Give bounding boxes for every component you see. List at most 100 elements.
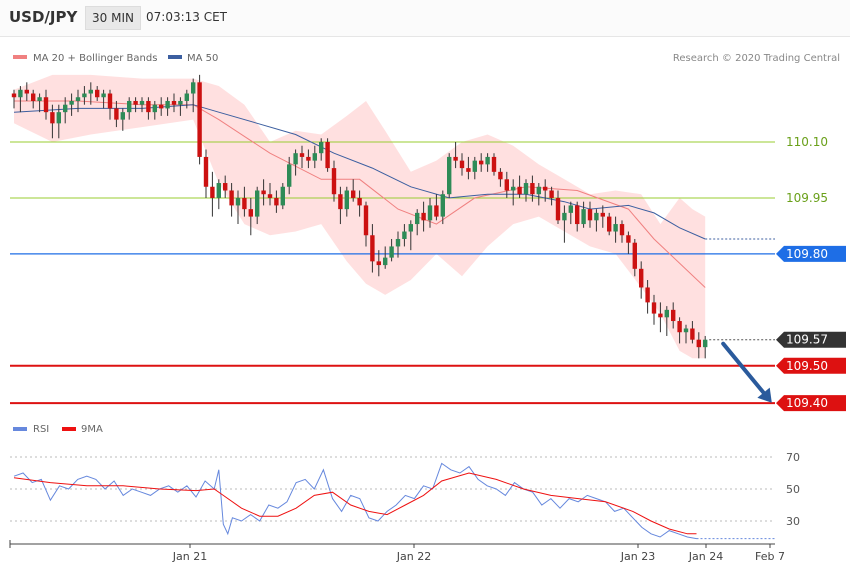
candle (325, 138, 330, 172)
candle-body (210, 186, 215, 198)
candle-body (248, 209, 253, 217)
candle (389, 238, 394, 262)
candle (600, 205, 605, 228)
candle (613, 216, 618, 243)
candle (594, 209, 599, 232)
candle-body (50, 112, 55, 124)
price-tag-label: 109.95 (786, 191, 828, 205)
candle (498, 168, 503, 187)
candle (383, 246, 388, 269)
candle (287, 156, 292, 195)
candle-body (101, 93, 106, 98)
candle-body (114, 108, 119, 120)
candle (504, 171, 509, 198)
candle-body (427, 205, 433, 221)
candle-body (677, 321, 682, 333)
candle-body (632, 242, 637, 269)
candle-body (504, 179, 509, 191)
x-tick-label: Feb 7 (755, 550, 785, 563)
candle-body (389, 246, 394, 258)
candle-body (299, 153, 305, 157)
candle-body (235, 197, 241, 206)
candle (37, 93, 42, 113)
candle (690, 321, 695, 344)
candle-body (587, 209, 593, 221)
candle (24, 82, 29, 101)
candle-body (203, 156, 209, 187)
candle-body (613, 224, 618, 232)
candle-body (338, 194, 343, 210)
candle (331, 160, 337, 202)
candle-body (383, 257, 388, 266)
candle-body (485, 156, 490, 165)
candle (319, 138, 324, 161)
candle (619, 220, 625, 243)
candle-body (408, 224, 413, 232)
candle (248, 197, 253, 236)
candle-body (581, 209, 586, 225)
candle (395, 231, 401, 258)
candle-body (255, 190, 260, 217)
candle-body (18, 89, 23, 98)
price-tag-109.95: 109.95 (786, 191, 828, 205)
candle (210, 171, 215, 217)
rsi-ma-line (13, 472, 697, 535)
candle-body (63, 104, 68, 113)
candle (184, 89, 189, 109)
price-tag-label: 109.50 (786, 359, 828, 373)
candle (536, 183, 541, 206)
candle (171, 93, 177, 113)
candle (677, 317, 682, 344)
candle-body (242, 197, 247, 210)
candle-body (440, 194, 445, 217)
candle (491, 153, 497, 176)
candle-body (543, 186, 548, 191)
candle (543, 179, 548, 202)
candle-body (351, 190, 356, 198)
candle-body (139, 100, 145, 105)
x-tick-label: Jan 21 (172, 550, 207, 563)
candle-body (69, 100, 74, 105)
candle-body (575, 205, 580, 225)
candle-body (395, 238, 401, 247)
candle-body (466, 168, 471, 172)
candle-body (280, 186, 285, 206)
rsi-legend: RSI 9MA (13, 424, 103, 435)
candle (575, 201, 580, 232)
price-tag-label: 109.80 (786, 247, 828, 261)
candle-body (306, 156, 311, 161)
bollinger-legend-swatch (13, 55, 27, 59)
candle (43, 89, 49, 120)
candle-body (555, 197, 561, 221)
projection-arrow-head (757, 387, 772, 403)
candle-body (671, 309, 676, 322)
candle-body (133, 100, 138, 105)
candle (178, 97, 183, 116)
candle (402, 224, 407, 247)
candle (95, 86, 100, 101)
candle-body (159, 104, 164, 109)
candle (472, 156, 477, 180)
candle-body (184, 93, 189, 101)
candle-body (523, 183, 529, 195)
candle-body (491, 156, 497, 172)
candle (274, 190, 279, 213)
candle (434, 194, 439, 221)
candle-body (43, 97, 49, 113)
ma50-legend-swatch (168, 55, 182, 59)
candle (645, 280, 650, 314)
timeframe-badge[interactable]: 30 MIN (85, 6, 141, 30)
candle (651, 294, 657, 325)
candle-body (376, 261, 381, 266)
candle (56, 104, 61, 139)
candle-body (434, 205, 439, 217)
price-tag-box (776, 395, 846, 412)
candle-body (223, 183, 228, 191)
candle (293, 149, 298, 176)
candle (203, 149, 209, 198)
candle (626, 231, 631, 254)
candle-body (312, 153, 317, 161)
candle (31, 89, 36, 109)
rsi-tick-label: 50 (786, 483, 800, 496)
candle-body (56, 112, 61, 124)
